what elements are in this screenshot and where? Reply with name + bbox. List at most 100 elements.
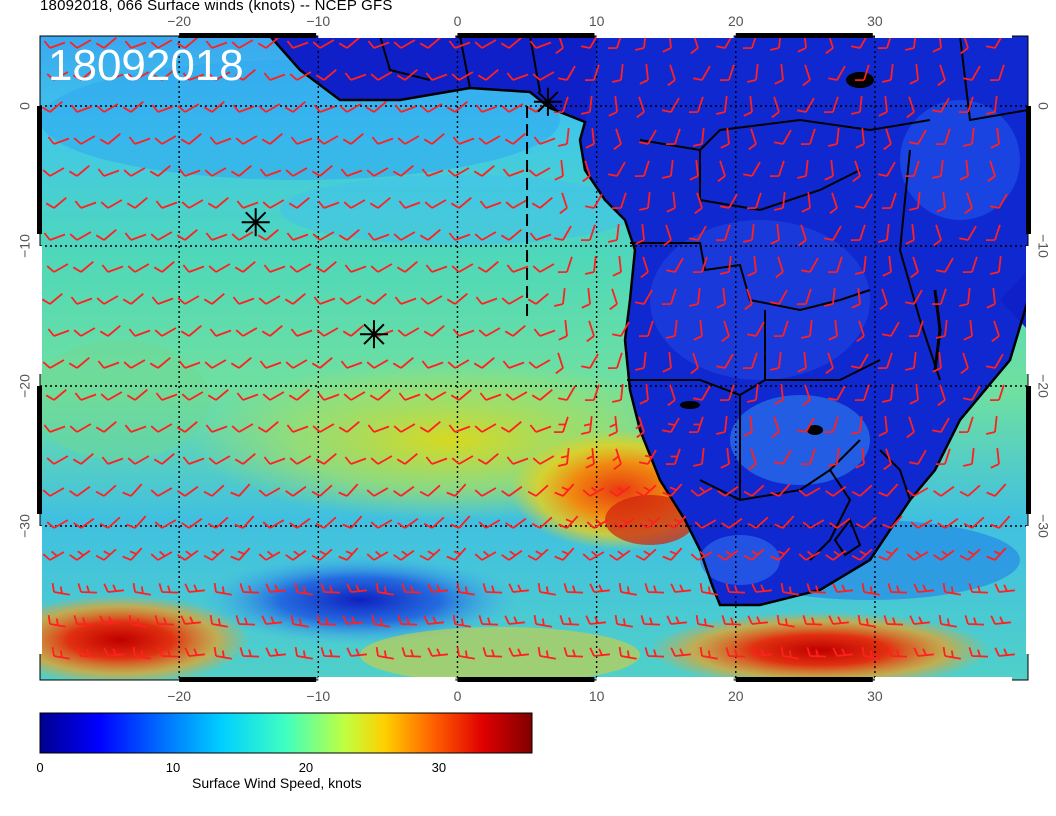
wind-barb xyxy=(239,647,260,658)
wind-barb xyxy=(990,256,1002,275)
wind-barb xyxy=(743,161,761,177)
wind-barb xyxy=(419,229,441,241)
star-marker-1 xyxy=(533,87,562,116)
lon-tick-label: −20 xyxy=(167,688,191,704)
wind-barb xyxy=(46,263,69,273)
wind-barb xyxy=(290,136,313,145)
wind-barb xyxy=(396,69,418,81)
wind-barb xyxy=(693,320,703,341)
wind-barb xyxy=(482,647,503,658)
wind-barb xyxy=(611,192,627,209)
wind-barb xyxy=(533,614,552,628)
wind-barb xyxy=(716,96,728,115)
wind-barb xyxy=(909,64,919,85)
wind-barb xyxy=(553,96,569,113)
country-borders xyxy=(379,36,1028,561)
colorbar-title: Surface Wind Speed, knots xyxy=(192,775,362,791)
wind-barb xyxy=(720,128,730,149)
wind-barb xyxy=(635,224,645,245)
wind-barb xyxy=(832,647,853,657)
wind-barb xyxy=(451,71,474,81)
wind-barb xyxy=(748,448,757,471)
wind-barb xyxy=(285,485,307,497)
wind-barb xyxy=(882,64,894,83)
wind-barb xyxy=(797,417,815,433)
wind-barb xyxy=(825,36,834,55)
wind-barb xyxy=(776,614,795,628)
wind-barb xyxy=(851,353,869,369)
wind-barb xyxy=(689,288,701,307)
wind-barb xyxy=(725,583,746,594)
wind-barb xyxy=(344,456,367,465)
wind-barb xyxy=(699,582,718,596)
wind-barb xyxy=(563,647,584,658)
wind-barb xyxy=(933,224,942,247)
wind-barb xyxy=(155,200,178,209)
wind-barb xyxy=(316,135,339,145)
wind-barb xyxy=(666,515,687,529)
wind-barb xyxy=(774,449,792,465)
colorbar-tick-label: 20 xyxy=(298,760,314,775)
wind-barb xyxy=(585,193,603,209)
wind-barb xyxy=(46,455,69,465)
lat-tick-label: −10 xyxy=(17,234,33,258)
wind-barb xyxy=(644,647,665,658)
star-marker-3 xyxy=(359,320,388,349)
wind-barb xyxy=(392,165,414,177)
wind-barb xyxy=(994,647,1015,657)
frame-tick-bar xyxy=(318,677,456,682)
wind-barb xyxy=(51,582,70,596)
wind-barb xyxy=(770,224,780,245)
wind-barb xyxy=(45,197,67,209)
wind-barb xyxy=(963,516,985,529)
wind-barb xyxy=(662,352,672,373)
wind-barb xyxy=(289,263,312,273)
wind-barb xyxy=(74,200,97,209)
wind-barb xyxy=(887,583,908,594)
wind-barb xyxy=(906,96,915,119)
wind-barb xyxy=(532,71,555,81)
wind-barb xyxy=(639,64,649,85)
wind-barb xyxy=(908,320,924,337)
wind-barb xyxy=(448,424,471,433)
wind-barb xyxy=(721,320,730,343)
wind-barb xyxy=(236,392,259,401)
wind-barb xyxy=(72,453,94,465)
wind-barb xyxy=(958,416,974,433)
wind-barb xyxy=(419,548,441,561)
wind-barb xyxy=(719,384,735,401)
wind-barb xyxy=(851,96,863,115)
wind-barb xyxy=(554,225,572,241)
wind-barb xyxy=(964,615,985,626)
wind-barb xyxy=(424,199,447,209)
lon-tick-label: 20 xyxy=(728,688,744,704)
wind-barb xyxy=(150,487,173,497)
wind-barb xyxy=(958,96,974,113)
lat-tick-label: −20 xyxy=(1035,374,1051,398)
lat-tick-label: −20 xyxy=(17,374,33,398)
wind-barb xyxy=(184,583,205,593)
wind-barb xyxy=(635,36,647,51)
wind-barb xyxy=(959,288,971,307)
wind-barb xyxy=(47,328,70,337)
wind-barb xyxy=(508,583,529,593)
wind-barb xyxy=(589,583,610,593)
wind-barb xyxy=(852,160,861,183)
wind-barb xyxy=(95,37,117,49)
wind-barb xyxy=(717,549,739,561)
wind-barb xyxy=(261,133,283,145)
wind-barb xyxy=(537,582,556,596)
wind-barb xyxy=(127,263,150,273)
frame-tick-bar xyxy=(179,677,317,682)
wind-barb xyxy=(618,646,637,660)
wind-barb xyxy=(346,583,367,593)
wind-barb xyxy=(662,547,683,561)
wind-barb xyxy=(99,325,121,337)
wind-barb xyxy=(177,549,199,561)
colorbar-tick-label: 0 xyxy=(36,760,44,775)
wind-barb xyxy=(398,200,421,209)
wind-barb xyxy=(128,328,151,337)
wind-barb xyxy=(797,160,809,179)
wind-barb xyxy=(235,135,258,145)
wind-barb xyxy=(937,64,946,87)
